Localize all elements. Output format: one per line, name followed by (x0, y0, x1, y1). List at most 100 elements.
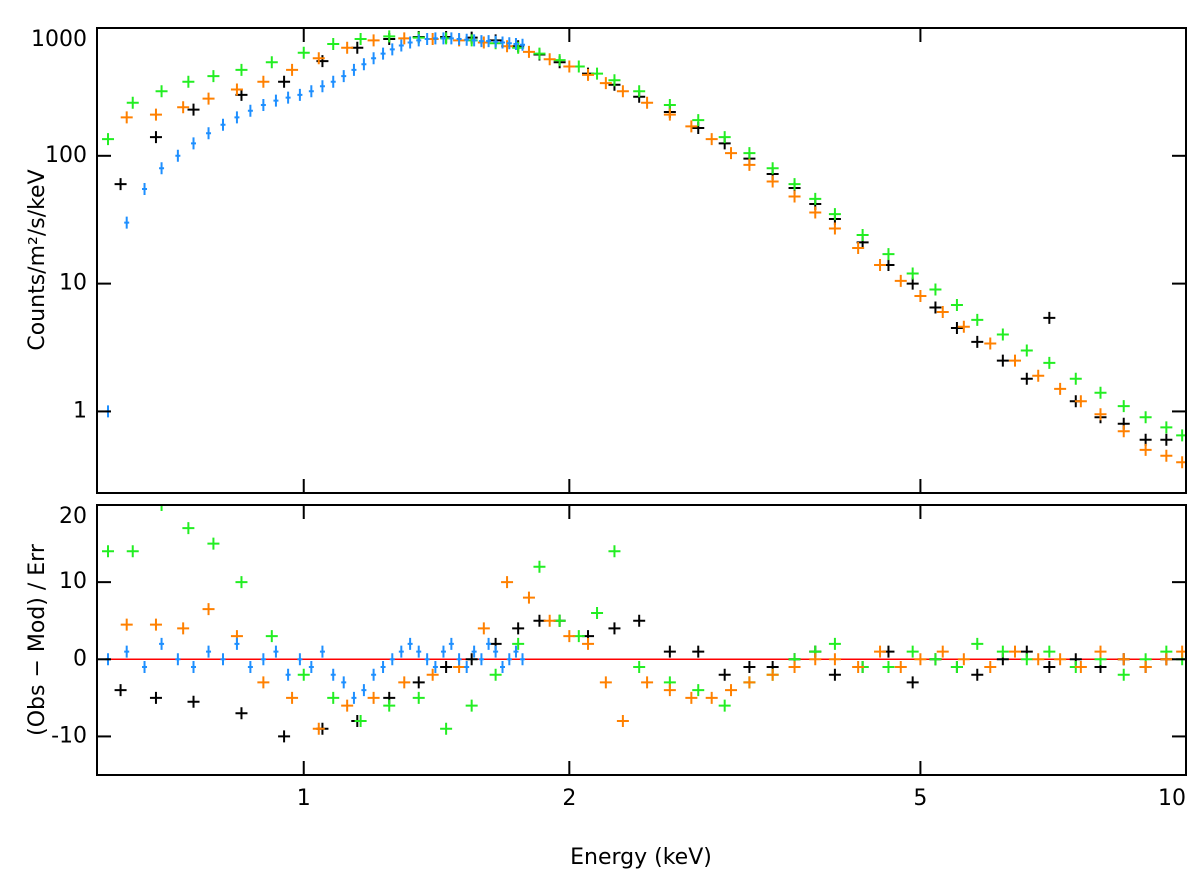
data-point (718, 699, 731, 712)
data-point (914, 290, 927, 303)
data-point (247, 104, 253, 117)
data-point (265, 630, 278, 643)
data-point (175, 653, 181, 666)
data-point (950, 661, 963, 673)
data-point (788, 190, 801, 203)
data-point (398, 39, 404, 52)
data-point (448, 637, 454, 650)
data-point (341, 41, 354, 54)
data-point (599, 77, 612, 90)
y-tick-label: 100 (45, 143, 87, 168)
data-point (1176, 645, 1186, 658)
data-point (319, 645, 325, 658)
data-point (874, 645, 887, 658)
data-point (663, 645, 676, 658)
data-point (102, 545, 115, 558)
data-point (341, 676, 347, 689)
y-axis-label: Counts/m²/s/keV (25, 169, 50, 350)
data-point (285, 668, 291, 681)
data-point (1117, 653, 1130, 666)
data-point (361, 684, 367, 697)
data-point (286, 63, 299, 76)
data-point (416, 34, 422, 47)
data-point (187, 103, 200, 116)
data-point (950, 321, 963, 334)
data-point (522, 591, 535, 604)
data-point (563, 630, 576, 643)
data-point (182, 75, 195, 88)
data-point (1176, 429, 1186, 442)
data-point (398, 32, 411, 45)
data-point (367, 691, 380, 704)
data-point (1160, 433, 1173, 446)
data-point (440, 661, 453, 673)
data-point (327, 37, 340, 50)
data-point (354, 715, 367, 727)
data-point (809, 653, 822, 666)
data-point (486, 35, 492, 48)
data-point (235, 707, 248, 720)
data-point (380, 661, 386, 673)
data-point (766, 175, 779, 188)
data-point (543, 614, 556, 627)
data-point (407, 36, 413, 49)
data-point (149, 618, 162, 631)
data-point (1054, 653, 1067, 666)
data-point (308, 661, 314, 673)
data-point (465, 653, 478, 666)
data-point (1032, 653, 1045, 666)
data-point (957, 653, 970, 666)
data-point (1139, 411, 1152, 424)
data-point (278, 75, 291, 88)
data-point (297, 46, 310, 59)
data-point (207, 70, 220, 83)
data-point (177, 622, 190, 635)
data-point (685, 691, 698, 704)
data-point (718, 131, 731, 144)
data-point (828, 222, 841, 235)
data-point (175, 149, 181, 162)
data-point (533, 47, 546, 60)
data-point (894, 274, 907, 287)
data-point (114, 684, 127, 697)
data-point (1043, 356, 1056, 369)
data-point (297, 88, 303, 101)
data-point (633, 85, 646, 98)
data-point (996, 328, 1009, 341)
data-point (663, 684, 676, 697)
data-point (852, 241, 865, 254)
data-point (155, 85, 168, 98)
data-point (971, 668, 984, 681)
data-point (591, 67, 604, 80)
data-point (432, 32, 438, 45)
data-point (809, 192, 822, 205)
data-point (582, 68, 595, 81)
data-point (464, 661, 470, 673)
data-point (1020, 653, 1033, 666)
data-point (142, 661, 148, 673)
data-point (906, 676, 919, 689)
data-point (914, 653, 927, 666)
data-point (477, 622, 490, 635)
y-tick-label: 1000 (31, 27, 87, 52)
data-point (330, 668, 336, 681)
data-point (1074, 395, 1087, 408)
y-tick-label: 0 (73, 646, 87, 671)
data-point (1009, 354, 1021, 367)
data-point (149, 131, 162, 144)
data-point (124, 216, 130, 229)
data-point (351, 691, 357, 704)
data-point (260, 98, 266, 111)
data-point (440, 722, 453, 735)
data-point (367, 34, 380, 47)
data-point (247, 661, 253, 673)
x-tick-label: 1 (297, 786, 311, 811)
data-point (389, 43, 395, 56)
data-point (120, 111, 133, 124)
data-point (182, 522, 195, 535)
data-point (1117, 668, 1130, 681)
data-point (874, 258, 887, 271)
data-point (633, 661, 646, 673)
